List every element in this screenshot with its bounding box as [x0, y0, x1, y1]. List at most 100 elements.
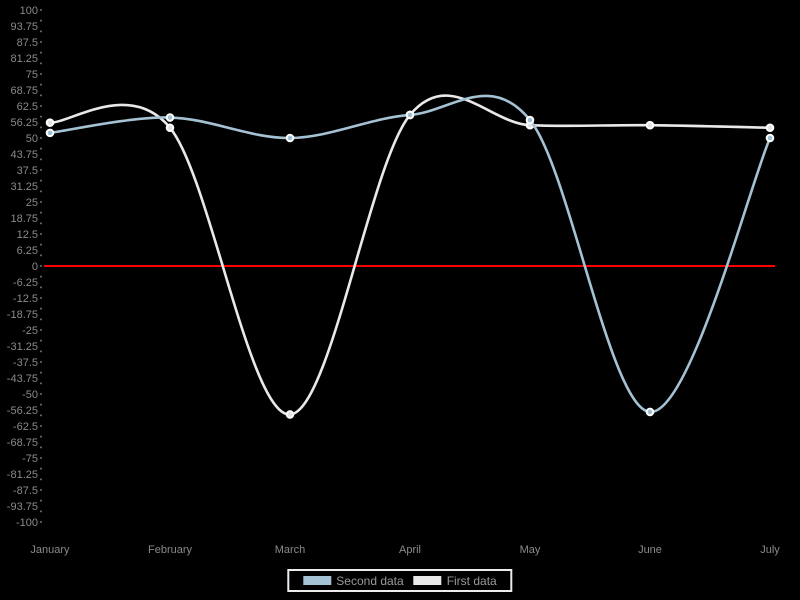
x-axis-month-label: May [520, 544, 541, 556]
legend-swatch [413, 576, 442, 585]
x-axis-month-label: June [638, 544, 662, 556]
y-axis-tick-label: 18.75 [10, 213, 38, 225]
x-axis-month-label: April [399, 544, 421, 556]
data-point-marker-first-data [45, 118, 55, 127]
data-point-marker-first-data [285, 410, 295, 419]
legend-label: First data [446, 573, 497, 588]
y-axis-tick-dot [40, 478, 42, 481]
y-axis-tick-dot [40, 147, 42, 150]
data-point-marker-second-data [525, 115, 535, 125]
y-axis-tick-label: -81.25 [7, 469, 38, 481]
y-axis-tick-dot [40, 62, 42, 65]
data-point-marker-second-data [645, 407, 655, 417]
legend-item[interactable]: First data [413, 573, 497, 588]
y-axis-tick-dot [40, 467, 42, 470]
legend-label: Second data [336, 573, 404, 588]
y-axis-tick-dot [40, 126, 42, 129]
data-point-marker-first-data [765, 123, 775, 133]
y-axis-tick-label: 75 [26, 69, 38, 81]
y-axis-tick-label: 100 [20, 5, 38, 17]
y-axis-tick-label: 68.75 [10, 85, 38, 97]
y-axis-tick-dot [40, 137, 42, 139]
y-axis-tick-dot [40, 19, 42, 22]
legend-swatch [303, 576, 332, 585]
data-point-marker-first-data [165, 123, 175, 133]
x-axis-month-label: February [148, 544, 193, 556]
y-axis-tick-dot [40, 499, 42, 502]
y-axis-tick-dot [40, 179, 42, 182]
y-axis-tick-label: -93.75 [7, 501, 38, 513]
y-axis-tick-label: 93.75 [10, 21, 38, 33]
y-axis-tick-label: -87.5 [13, 485, 38, 497]
y-axis-tick-dot [40, 30, 42, 33]
y-axis-tick-label: -68.75 [7, 437, 38, 449]
y-axis-tick-dot [40, 222, 42, 225]
y-axis-tick-dot [40, 286, 42, 289]
y-axis-tick-label: -18.75 [7, 309, 38, 321]
data-point-marker-second-data [405, 110, 415, 120]
y-axis-tick-label: -25 [22, 325, 38, 337]
y-axis-tick-label: -100 [16, 517, 38, 529]
y-axis-tick-label: 56.25 [10, 117, 38, 129]
legend-item[interactable]: Second data [303, 573, 404, 588]
y-axis-tick-dot [40, 414, 42, 417]
y-axis-tick-dot [40, 457, 42, 459]
y-axis-tick-label: 12.5 [17, 229, 38, 241]
y-axis-tick-dot [40, 190, 42, 193]
y-axis-tick-dot [40, 211, 42, 214]
y-axis-tick-dot [40, 51, 42, 54]
y-axis-tick-label: -56.25 [7, 405, 38, 417]
y-axis-tick-dot [40, 254, 42, 257]
y-axis-tick-dot [40, 403, 42, 406]
y-axis-tick-dot [40, 446, 42, 449]
y-axis-tick-dot [40, 339, 42, 342]
y-axis-tick-dot [40, 265, 42, 267]
y-axis-tick-label: 37.5 [17, 165, 38, 177]
y-axis-tick-dot [40, 9, 42, 11]
y-axis-tick-label: 50 [26, 133, 38, 145]
y-axis-tick-dot [40, 115, 42, 118]
y-axis-tick-dot [40, 169, 42, 171]
y-axis-tick-dot [40, 158, 42, 161]
y-axis-tick-dot [40, 318, 42, 321]
data-point-marker-second-data [285, 133, 295, 143]
data-point-marker-second-data [45, 128, 55, 138]
y-axis-tick-dot [40, 350, 42, 353]
y-axis-tick-dot [40, 435, 42, 438]
data-point-marker-first-data [645, 120, 655, 130]
y-axis-tick-dot [40, 94, 42, 97]
y-axis-tick-dot [40, 297, 42, 299]
y-axis-tick-label: -6.25 [13, 277, 38, 289]
y-axis-tick-dot [40, 382, 42, 385]
y-axis-tick-dot [40, 361, 42, 363]
y-axis-tick-label: 6.25 [17, 245, 38, 257]
y-axis-tick-dot [40, 105, 42, 107]
y-axis-tick-label: -50 [22, 389, 38, 401]
y-axis-tick-label: -37.5 [13, 357, 38, 369]
y-axis-tick-label: -62.5 [13, 421, 38, 433]
data-point-marker-second-data [165, 113, 175, 122]
y-axis-tick-label: 31.25 [10, 181, 38, 193]
y-axis-tick-label: 0 [32, 261, 38, 273]
y-axis-tick-dot [40, 521, 42, 523]
y-axis-tick-dot [40, 329, 42, 331]
y-axis-tick-dot [40, 233, 42, 235]
y-axis-tick-dot [40, 489, 42, 491]
y-axis-tick-label: -75 [22, 453, 38, 465]
x-axis-month-label: July [760, 544, 780, 556]
data-point-marker-second-data [765, 133, 775, 143]
y-axis-tick-label: -31.25 [7, 341, 38, 353]
y-axis-tick-dot [40, 393, 42, 395]
y-axis-tick-label: -43.75 [7, 373, 38, 385]
y-axis-tick-dot [40, 243, 42, 246]
y-axis-tick-label: 43.75 [10, 149, 38, 161]
y-axis-tick-dot [40, 371, 42, 374]
y-axis-tick-dot [40, 275, 42, 278]
y-axis-tick-label: 25 [26, 197, 38, 209]
y-axis-tick-dot [40, 201, 42, 203]
y-axis-tick-dot [40, 83, 42, 86]
y-axis-tick-label: -12.5 [13, 293, 38, 305]
series-line-first-data [48, 94, 772, 416]
